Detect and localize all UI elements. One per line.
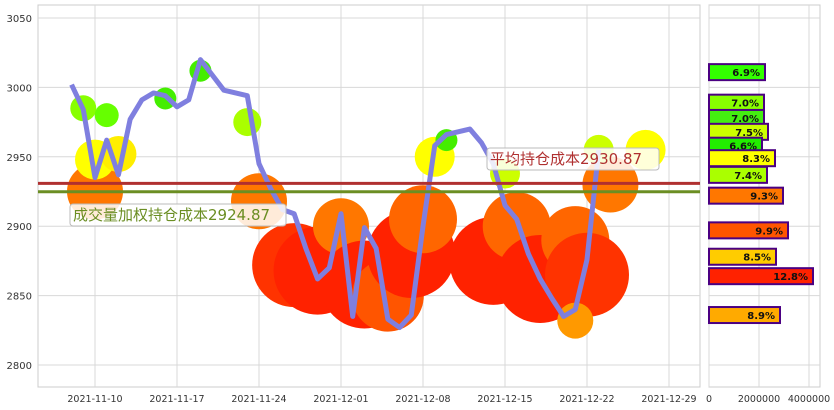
volume-bar-label: 7.4% bbox=[734, 171, 762, 182]
volume-bar bbox=[708, 63, 766, 82]
volume-bar-label: 7.0% bbox=[731, 99, 759, 110]
volume-marker bbox=[94, 103, 119, 128]
volume-bar-label: 6.9% bbox=[732, 68, 760, 79]
volume-marker bbox=[545, 232, 629, 317]
y-tick-label: 2950 bbox=[7, 153, 32, 164]
x-tick-label: 2021-11-10 bbox=[67, 394, 122, 405]
volume-bar-label: 8.3% bbox=[742, 154, 770, 165]
y-tick-label: 2850 bbox=[7, 292, 32, 303]
price-line bbox=[69, 57, 602, 331]
volume-bar-label: 9.3% bbox=[750, 192, 778, 203]
x-tick-label: 2021-11-24 bbox=[231, 394, 286, 405]
reference-label: 平均持仓成本2930.87 bbox=[490, 150, 642, 168]
volume-bar-label: 9.9% bbox=[755, 226, 783, 237]
volume-bar bbox=[708, 221, 789, 240]
volume-marker bbox=[557, 302, 594, 339]
reference-label: 成交量加权持仓成本2924.87 bbox=[73, 206, 270, 224]
y-tick-label: 3050 bbox=[7, 14, 32, 25]
y-tick-label: 2800 bbox=[7, 361, 32, 372]
x-tick-label: 2021-12-22 bbox=[559, 394, 614, 405]
volume-bar bbox=[708, 267, 814, 286]
volume-bar bbox=[708, 186, 784, 205]
x-tick-label: 2021-12-29 bbox=[641, 394, 696, 405]
reference-label-box bbox=[69, 203, 287, 227]
volume-bar-label: 7.0% bbox=[731, 114, 759, 125]
volume-bar bbox=[708, 306, 781, 325]
volume-bar-label: 8.9% bbox=[747, 311, 775, 322]
side-x-tick-label: 2000000 bbox=[738, 394, 780, 405]
y-tick-label: 3000 bbox=[7, 83, 32, 94]
volume-marker bbox=[233, 108, 262, 137]
y-tick-label: 2900 bbox=[7, 222, 32, 233]
volume-bar-label: 7.5% bbox=[735, 128, 763, 139]
x-tick-label: 2021-11-17 bbox=[149, 394, 204, 405]
side-x-tick-label: 0 bbox=[706, 394, 712, 405]
reference-label-box bbox=[486, 147, 660, 171]
volume-bar bbox=[708, 247, 777, 266]
x-tick-label: 2021-12-01 bbox=[313, 394, 368, 405]
x-tick-label: 2021-12-08 bbox=[395, 394, 450, 405]
side-x-tick-label: 4000000 bbox=[788, 394, 830, 405]
volume-bar-label: 8.5% bbox=[743, 253, 771, 264]
volume-bar-label: 6.6% bbox=[729, 142, 757, 153]
volume-bar bbox=[708, 165, 768, 184]
x-tick-label: 2021-12-15 bbox=[477, 394, 532, 405]
volume-bar-label: 12.8% bbox=[773, 272, 808, 283]
